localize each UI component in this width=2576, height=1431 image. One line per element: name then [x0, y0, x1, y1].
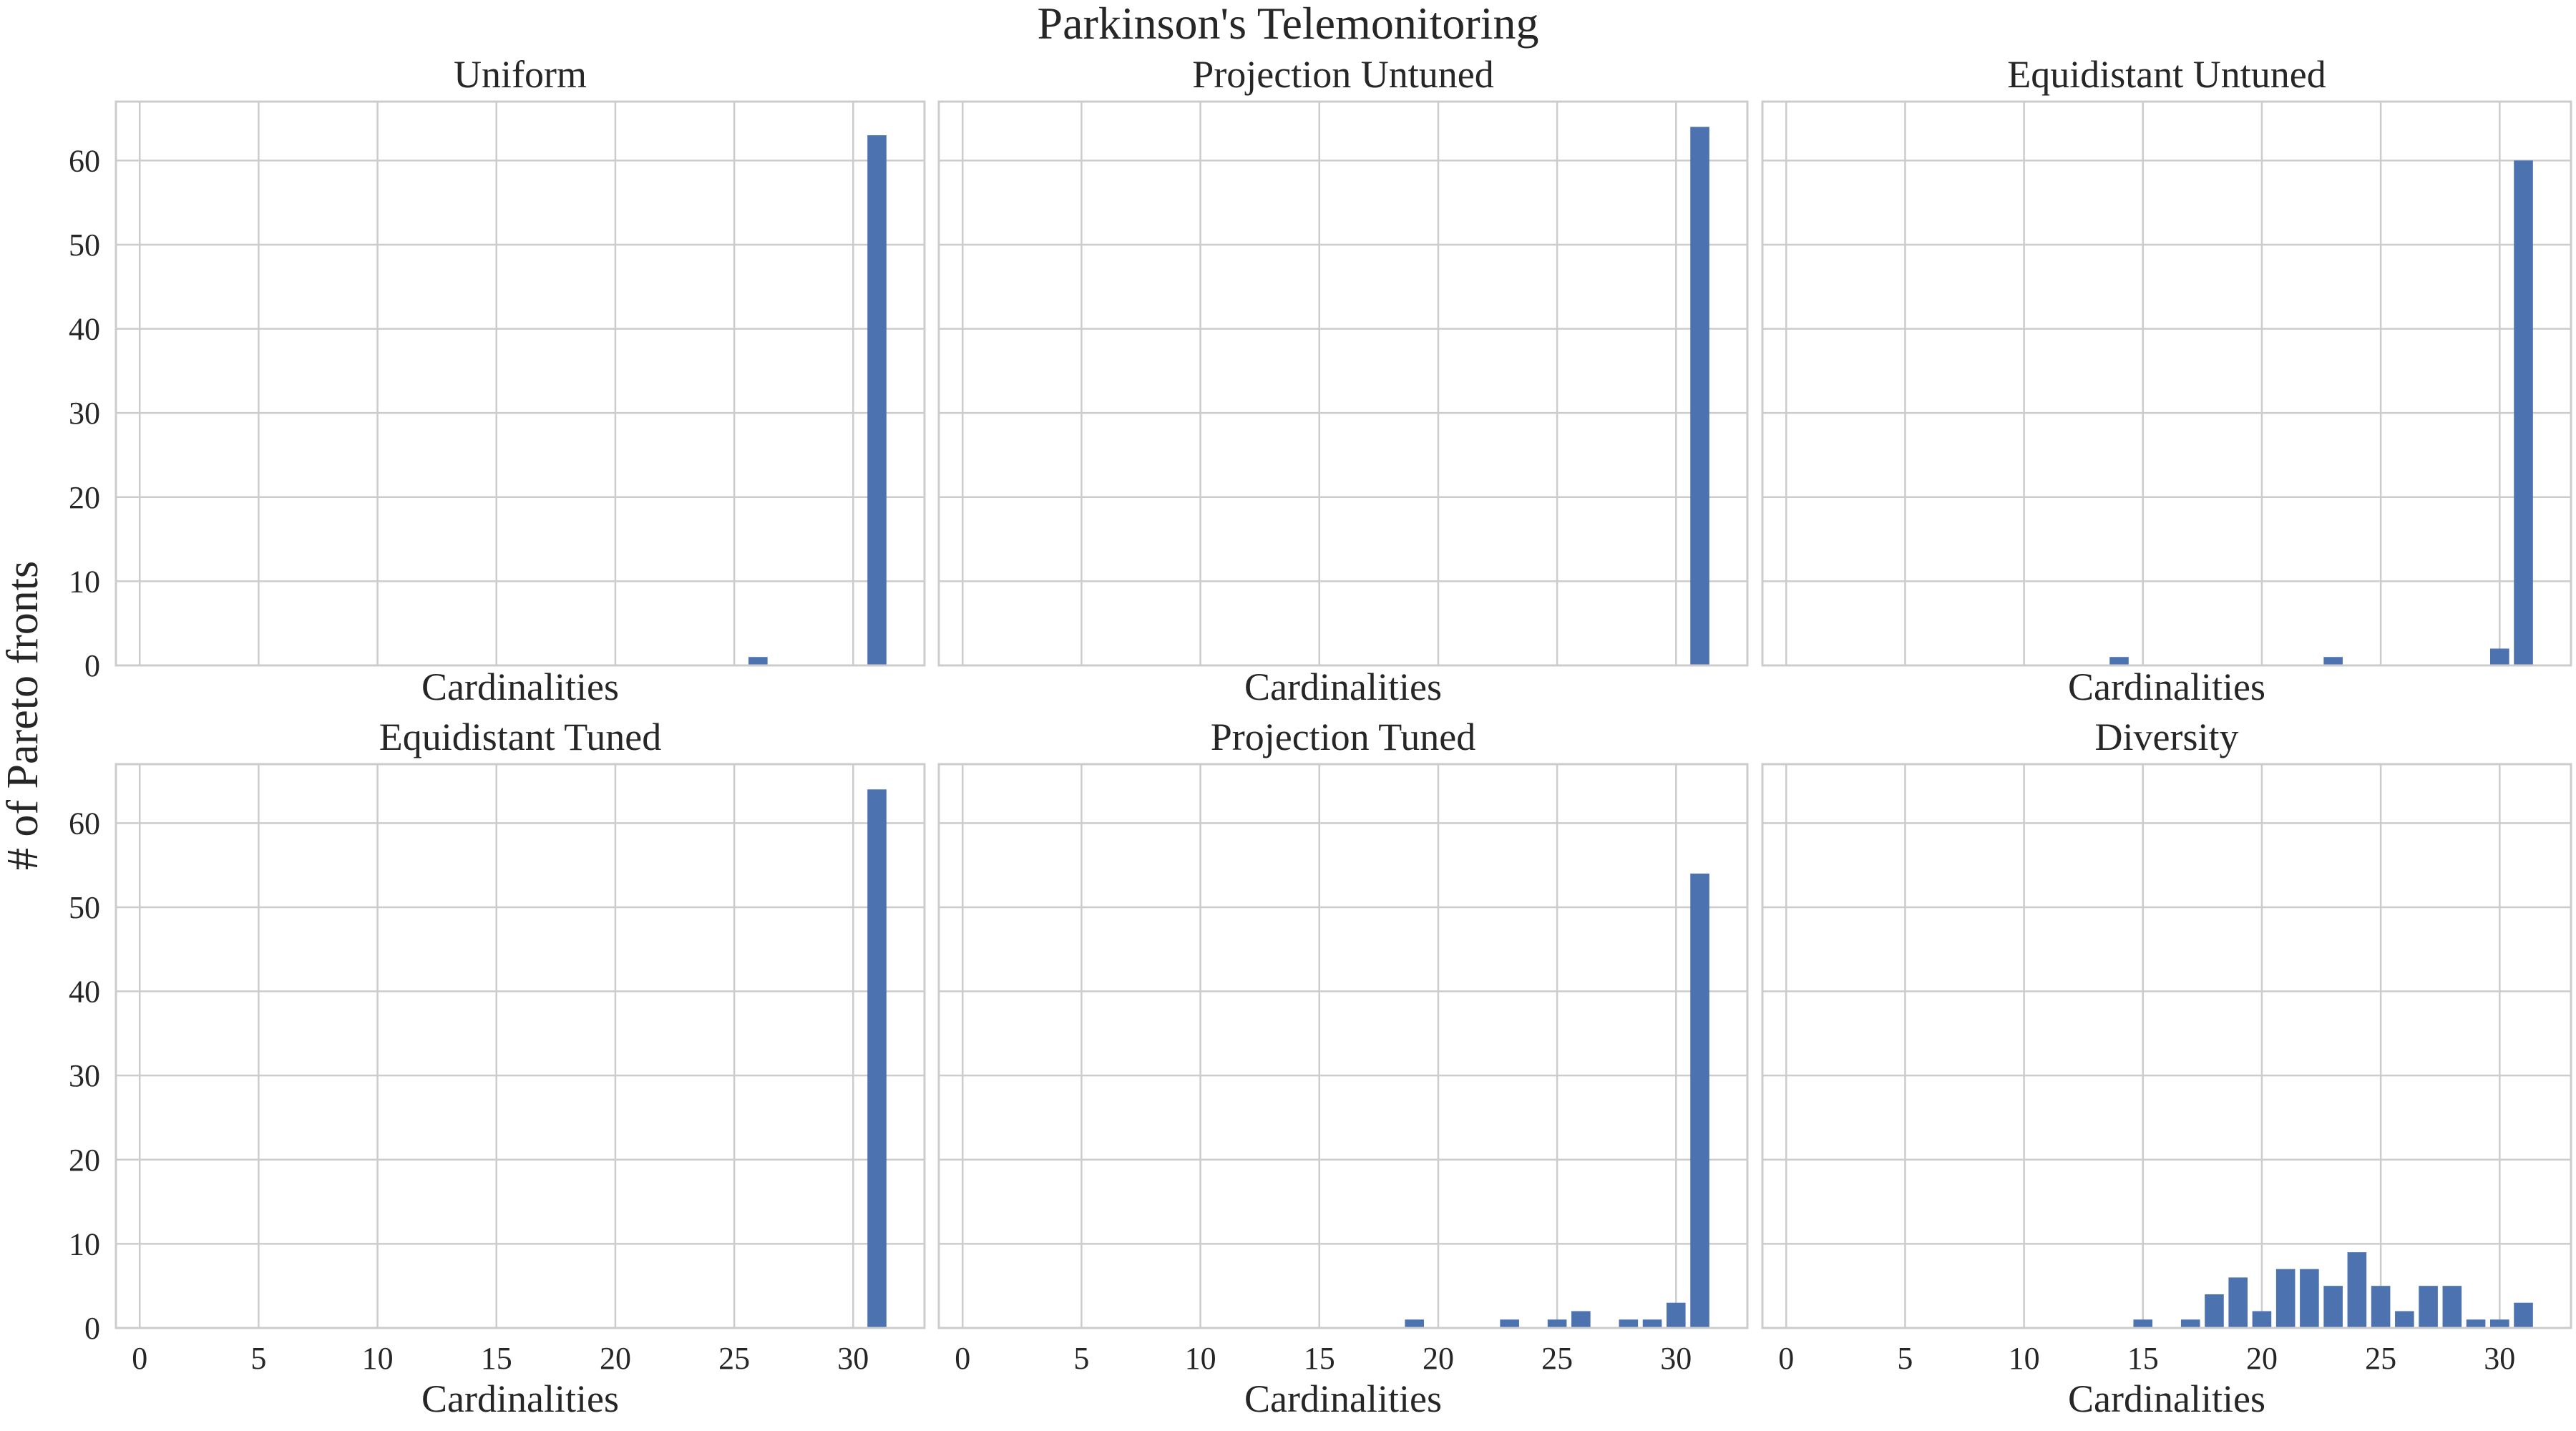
bar: [2300, 1269, 2319, 1328]
x-tick-label: 30: [1660, 1341, 1692, 1376]
x-tick-label: 25: [718, 1341, 750, 1376]
bar: [2323, 657, 2343, 665]
subplot-panel: Uniform Cardinalities 0 10 20 30 40 50 60: [69, 53, 926, 708]
bar: [2252, 1311, 2272, 1328]
subplot-title: Uniform: [454, 53, 587, 96]
x-axis-label: Cardinalities: [421, 665, 619, 708]
x-tick-label: 5: [250, 1341, 266, 1376]
bar: [2514, 160, 2533, 665]
x-axis-label: Cardinalities: [1244, 665, 1442, 708]
x-axis-label: Cardinalities: [421, 1377, 619, 1420]
bar: [2205, 1294, 2224, 1328]
x-tick-label: 0: [955, 1341, 970, 1376]
axes-frame: [1761, 763, 2572, 1329]
axes-frame: [114, 763, 926, 1329]
subplot-title: Equidistant Untuned: [2007, 53, 2326, 96]
bar: [1690, 873, 1709, 1328]
subplot-panel: Projection Untuned Cardinalities: [937, 53, 1749, 708]
bar: [867, 789, 887, 1328]
y-tick-label: 0: [84, 648, 100, 683]
x-tick-label: 10: [362, 1341, 394, 1376]
bar: [1500, 1319, 1519, 1328]
subplot-panel: Projection Tuned Cardinalities 0 5 10 15 20 25 3…: [937, 716, 1749, 1420]
figure-title: Parkinson's Telemonitoring: [1038, 0, 1539, 49]
bar: [2466, 1319, 2486, 1328]
bar: [867, 135, 887, 665]
subplots-grid: UniformCardinalities0102030405060Project…: [69, 53, 2572, 1420]
x-tick-label: 15: [1304, 1341, 1335, 1376]
bar: [748, 657, 768, 665]
bar: [2514, 1302, 2533, 1328]
y-tick-label: 50: [69, 890, 100, 925]
axes-frame: [937, 763, 1749, 1329]
bar: [1642, 1319, 1662, 1328]
bar: [1690, 127, 1709, 666]
bar: [2442, 1286, 2462, 1328]
bar: [2109, 657, 2129, 665]
bar: [2395, 1311, 2414, 1328]
y-tick-label: 60: [69, 806, 100, 841]
bar: [2490, 1319, 2509, 1328]
y-tick-label: 10: [69, 564, 100, 599]
x-tick-label: 15: [2127, 1341, 2159, 1376]
bar: [1405, 1319, 1424, 1328]
subplot-title: Equidistant Tuned: [379, 716, 662, 758]
subplot-title: Diversity: [2095, 716, 2239, 758]
subplot-title: Projection Tuned: [1211, 716, 1476, 758]
x-axis-label: Cardinalities: [1244, 1377, 1442, 1420]
x-tick-label: 20: [1423, 1341, 1454, 1376]
bar: [2347, 1252, 2367, 1328]
y-tick-label: 60: [69, 143, 100, 178]
bar: [2490, 648, 2509, 665]
y-tick-label: 30: [69, 1058, 100, 1093]
y-tick-label: 20: [69, 1143, 100, 1178]
axes-frame: [114, 100, 926, 667]
x-axis-label: Cardinalities: [2068, 665, 2265, 708]
x-tick-label: 10: [1185, 1341, 1216, 1376]
y-tick-label: 10: [69, 1226, 100, 1261]
y-tick-label: 0: [84, 1311, 100, 1346]
bar: [2180, 1319, 2200, 1328]
bar: [1619, 1319, 1639, 1328]
x-tick-label: 15: [481, 1341, 512, 1376]
x-tick-label: 30: [837, 1341, 869, 1376]
x-tick-label: 25: [1541, 1341, 1573, 1376]
subplot-panel: Diversity Cardinalities 0 5 10 15 20 25 30: [1761, 716, 2572, 1420]
bar: [2371, 1286, 2391, 1328]
y-tick-label: 30: [69, 396, 100, 431]
bar: [2323, 1286, 2343, 1328]
bar: [1667, 1302, 1686, 1328]
y-tick-label: 50: [69, 228, 100, 263]
y-tick-label: 20: [69, 480, 100, 515]
y-tick-label: 40: [69, 312, 100, 347]
x-tick-label: 5: [1073, 1341, 1089, 1376]
bar: [2228, 1277, 2248, 1328]
axes-frame: [937, 100, 1749, 667]
subplot-panel: Equidistant Untuned Cardinalities: [1761, 53, 2572, 708]
axes-frame: [1761, 100, 2572, 667]
y-tick-label: 40: [69, 975, 100, 1010]
bar: [2275, 1269, 2296, 1328]
bar: [1547, 1319, 1567, 1328]
subplot-panel: Equidistant Tuned Cardinalities 0 5 10 15 20 25…: [69, 716, 926, 1420]
bar: [1571, 1311, 1591, 1328]
x-tick-label: 0: [132, 1341, 147, 1376]
x-tick-label: 20: [2246, 1341, 2278, 1376]
bar: [2133, 1319, 2153, 1328]
subplot-title: Projection Untuned: [1192, 53, 1493, 96]
x-axis-label: Cardinalities: [2068, 1377, 2265, 1420]
x-tick-label: 0: [1778, 1341, 1794, 1376]
x-tick-label: 10: [2009, 1341, 2040, 1376]
x-tick-label: 20: [600, 1341, 631, 1376]
x-tick-label: 30: [2484, 1341, 2515, 1376]
x-tick-label: 25: [2365, 1341, 2396, 1376]
y-axis-label: # of Pareto fronts: [0, 561, 47, 870]
bar: [2419, 1286, 2438, 1328]
x-tick-label: 5: [1897, 1341, 1913, 1376]
